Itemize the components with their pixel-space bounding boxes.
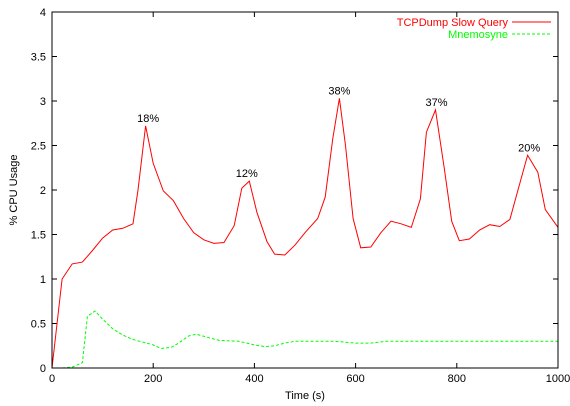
x-tick-label-3: 600 [346,373,364,385]
x-tick-label-2: 400 [245,373,263,385]
y-tick-label-0: 0 [40,363,46,375]
y-tick-label-7: 3.5 [31,52,46,64]
axis-ticks: 0 200 400 600 800 1000 0 0.5 1 1.5 2 2.5 3 3.5 4 [31,7,570,385]
peak-label-1: 12% [236,168,258,180]
peak-label-3: 37% [426,97,448,109]
legend: TCPDump Slow Query Mnemosyne [397,17,551,41]
plot-frame [51,11,559,369]
series-lines [51,98,559,369]
y-tick-label-4: 2 [40,185,46,197]
x-tick-label-4: 800 [448,373,466,385]
series-line-0 [51,98,559,369]
x-tick-label-1: 200 [144,373,162,385]
x-axis-label: Time (s) [285,390,325,402]
x-tick-label-0: 0 [49,373,55,385]
peak-label-4: 20% [518,142,540,154]
y-tick-label-6: 3 [40,96,46,108]
y-tick-label-2: 1 [40,274,46,286]
peak-annotations: 18% 12% 38% 37% 20% [137,85,540,180]
series-line-1 [52,310,558,369]
y-tick-label-1: 0.5 [31,319,46,331]
y-tick-label-5: 2.5 [31,141,46,153]
peak-label-2: 38% [328,85,350,97]
y-tick-label-8: 4 [40,7,46,19]
legend-label-tcpdump: TCPDump Slow Query [397,17,509,29]
y-tick-label-3: 1.5 [31,230,46,242]
peak-label-0: 18% [137,113,159,125]
legend-label-mnemosyne: Mnemosyne [448,29,508,41]
x-tick-label-5: 1000 [546,373,570,385]
y-axis-label: % CPU Usage [8,155,20,226]
